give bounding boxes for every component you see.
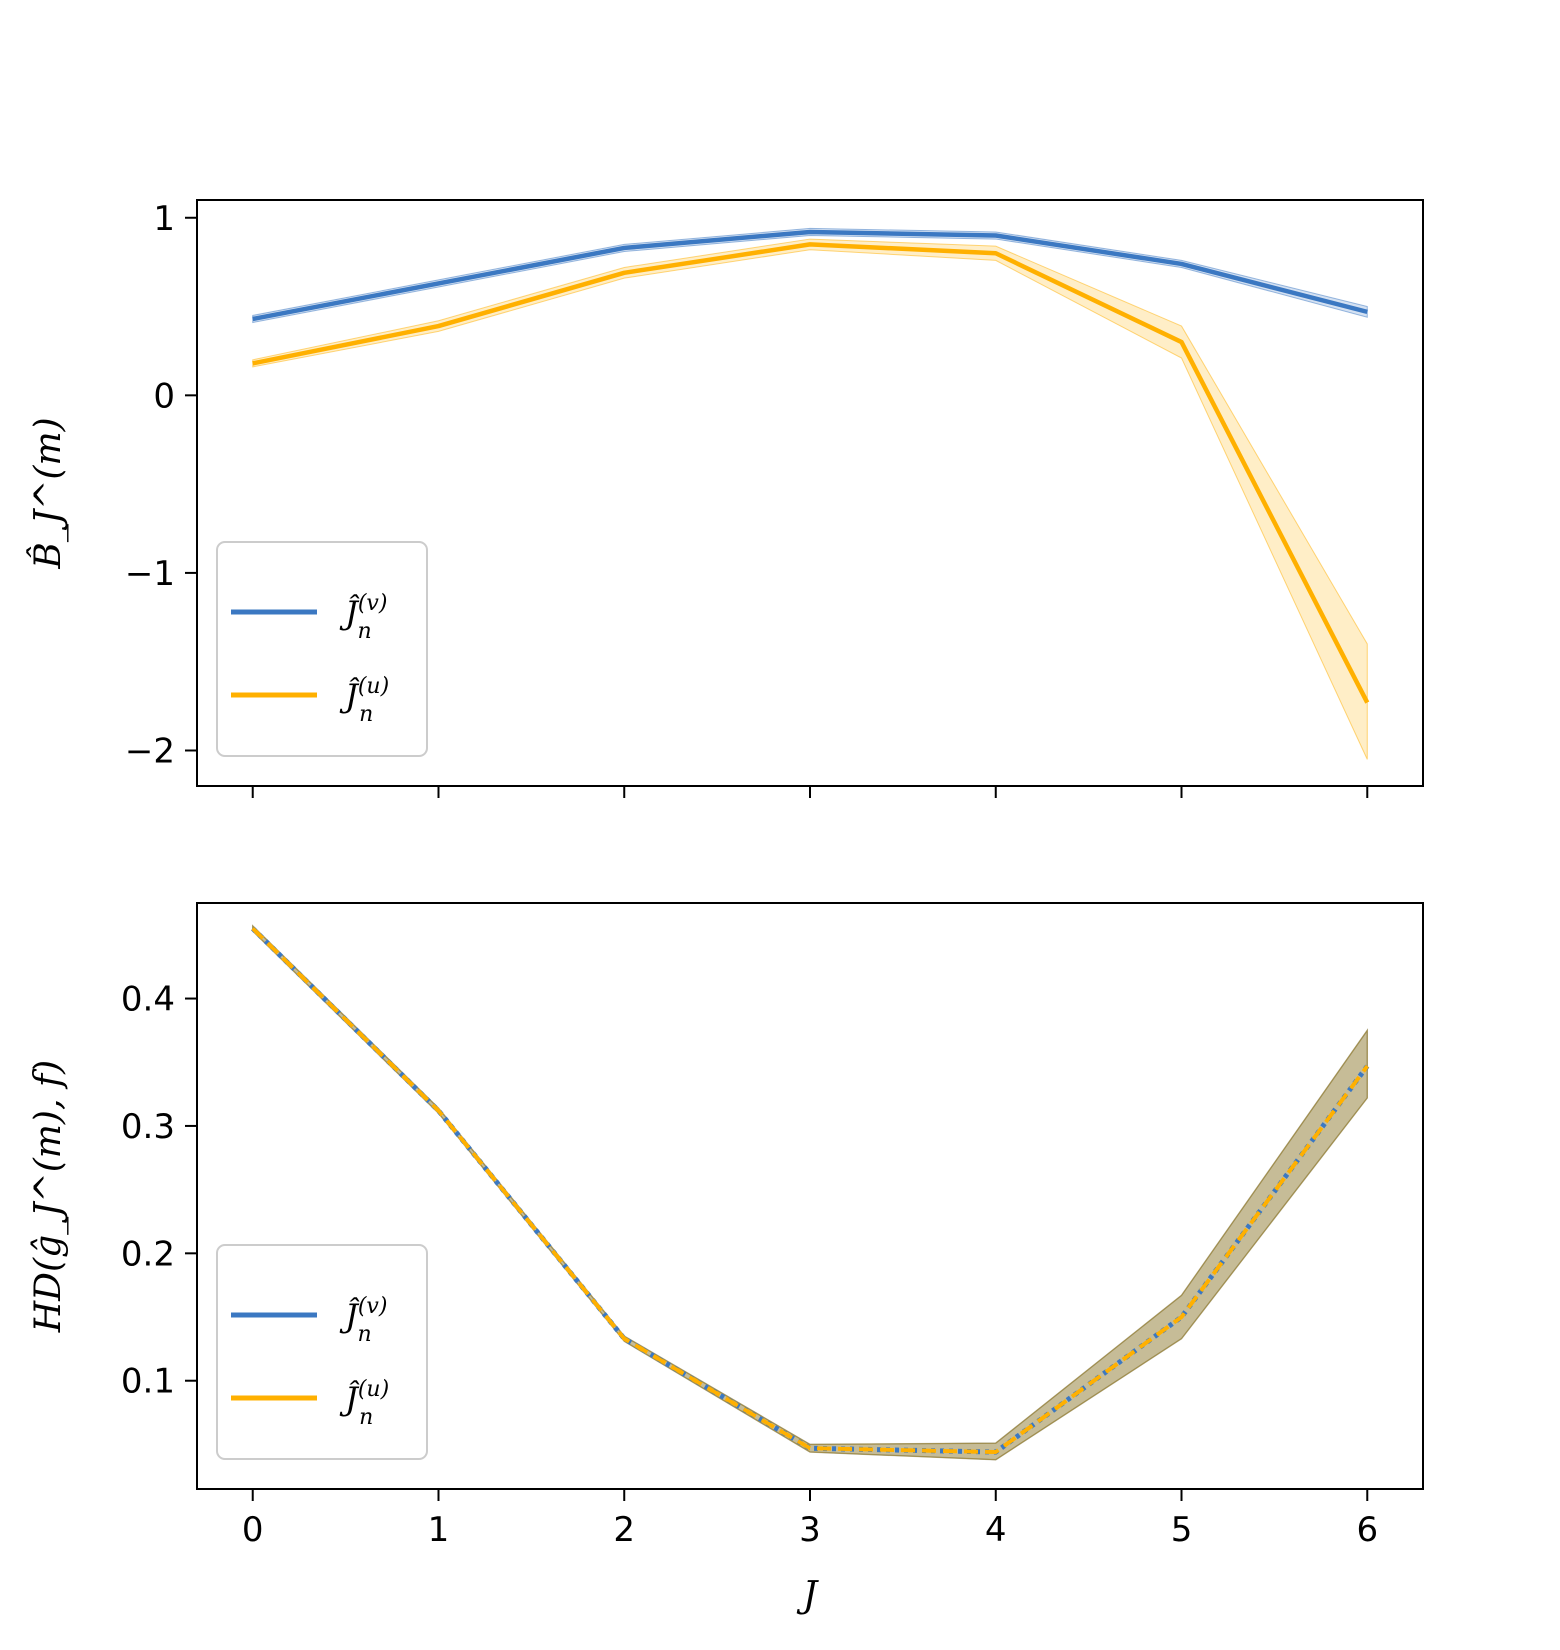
x-tick-label: 5 bbox=[1171, 1510, 1193, 1550]
confidence-band-1 bbox=[252, 238, 1368, 760]
series-line-1 bbox=[251, 927, 1369, 1455]
y-tick-label: −2 bbox=[125, 731, 175, 771]
x-tick-label: 2 bbox=[613, 1510, 635, 1550]
x-tick-label: 3 bbox=[799, 1510, 821, 1550]
y-tick-label: 0.4 bbox=[121, 980, 175, 1020]
x-tick-label: 6 bbox=[1356, 1510, 1378, 1550]
series-line-1 bbox=[252, 242, 1370, 704]
y-axis-label: HD(ĝ_J^(m), f) bbox=[28, 1060, 69, 1333]
legend-box bbox=[216, 1244, 428, 1460]
y-tick-label: 0.3 bbox=[121, 1107, 175, 1147]
y-axis-label: B̂_J^(m) bbox=[26, 417, 69, 569]
x-tick-label: 4 bbox=[985, 1510, 1007, 1550]
bottom-panel-hellinger-distance: 0 1 2 3 4 5 60.10.20.30.4HD(ĝ_J^(m), f)JĴ(v) nĴ… bbox=[28, 902, 1424, 1616]
series-line-0 bbox=[252, 229, 1368, 322]
x-tick-label: 0 bbox=[242, 1510, 264, 1550]
legend-box bbox=[216, 541, 428, 757]
y-tick-label: 1 bbox=[153, 199, 175, 239]
y-tick-label: 0.1 bbox=[121, 1362, 175, 1402]
x-axis-label: J bbox=[796, 1575, 820, 1616]
y-tick-label: −1 bbox=[125, 554, 175, 594]
x-tick-label: 1 bbox=[428, 1510, 450, 1550]
top-panel-bias: 10−1−2B̂_J^(m)Ĵ(v) nĴ(u) n bbox=[26, 199, 1424, 798]
y-tick-label: 0 bbox=[153, 376, 175, 416]
y-tick-label: 0.2 bbox=[121, 1234, 175, 1274]
